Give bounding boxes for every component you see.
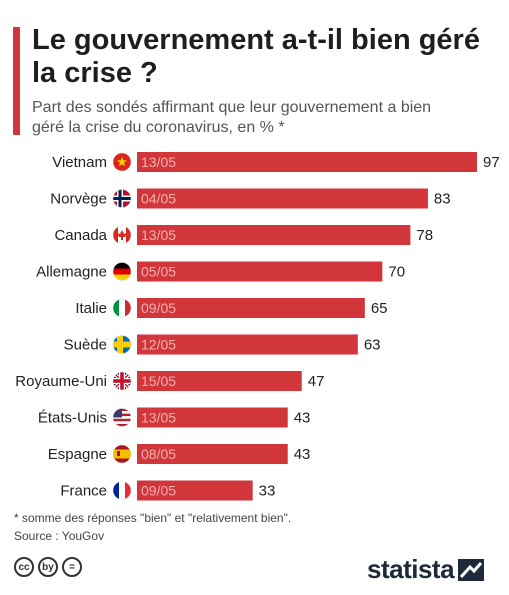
footnote: * somme des réponses "bien" et "relative… [14,511,292,525]
norway-flag-icon [112,189,132,208]
value-label: 43 [294,446,311,463]
value-label: 70 [388,264,405,281]
bar [137,261,383,282]
category-label: Espagne [48,446,107,463]
chart-subtitle: Part des sondés affirmant que leur gouve… [32,99,432,136]
category-label: Vietnam [52,154,107,171]
bar [137,371,302,391]
date-label: 15/05 [141,373,176,389]
date-label: 09/05 [141,300,176,316]
category-label: Allemagne [36,264,107,281]
source-note: Source : YouGov [14,529,105,543]
chart-title: Le gouvernement a-t-il bien géré la cris… [32,24,480,89]
category-label: Canada [54,227,107,244]
bar [137,225,411,245]
date-label: 04/05 [141,191,176,207]
bar [137,407,288,428]
italy-flag-icon [112,298,132,318]
value-label: 83 [434,191,451,208]
date-label: 05/05 [141,264,176,280]
date-label: 12/05 [141,337,176,353]
creative-commons-icon: cc [14,557,34,577]
bar [137,152,477,172]
bar [137,298,365,318]
category-label: Italie [75,300,107,317]
value-label: 97 [483,154,500,171]
usa-flag-icon [112,408,132,427]
category-label: Norvège [50,191,107,208]
germany-flag-icon [112,262,132,281]
title-accent-bar [13,27,20,135]
value-label: 63 [364,337,381,354]
attribution-icon: by [38,557,58,577]
category-label: Royaume-Uni [15,373,107,390]
category-label: Suède [64,337,107,354]
canada-flag-icon [112,225,132,245]
statista-logo[interactable]: statista [367,554,485,585]
date-label: 13/05 [141,154,176,170]
date-label: 13/05 [141,227,176,243]
statista-logo-mark-icon [458,558,485,581]
category-label: France [60,483,107,500]
uk-flag-icon [112,371,132,391]
bar-chart: Vietnam 13/05 97 Norvège 04/05 83 Canada 13/05 7… [15,152,500,501]
date-label: 09/05 [141,483,176,499]
value-label: 33 [259,483,276,500]
license-icons: cc by = [14,557,82,577]
sweden-flag-icon [112,335,132,354]
no-derivatives-icon: = [62,557,82,577]
category-label: États-Unis [38,410,107,427]
value-label: 78 [416,227,433,244]
bar [137,188,428,209]
bar [137,444,288,464]
value-label: 47 [308,373,325,390]
france-flag-icon [112,481,132,500]
value-label: 65 [371,300,388,317]
bar [137,480,253,501]
bar [137,334,358,355]
date-label: 08/05 [141,446,176,462]
spain-flag-icon [112,444,132,464]
date-label: 13/05 [141,410,176,426]
value-label: 43 [294,410,311,427]
statista-logo-text: statista [367,554,455,584]
vietnam-flag-icon [112,152,132,172]
